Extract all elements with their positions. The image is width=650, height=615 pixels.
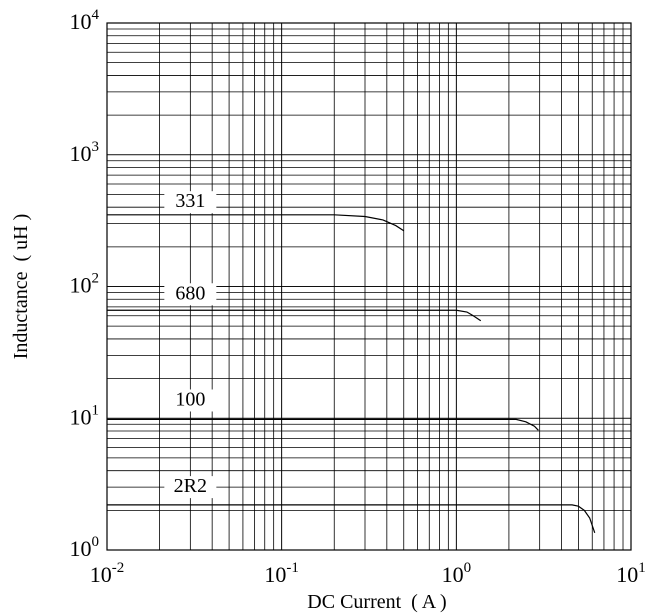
y-tick-label: 101	[70, 402, 100, 429]
series-line-331	[107, 214, 405, 232]
y-axis-label: Inductance ( uH )	[10, 214, 32, 360]
x-tick-label: 10-2	[90, 560, 125, 587]
x-tick-labels: 10-2 10-1 100 101	[90, 560, 646, 587]
series-line-2R2	[107, 504, 596, 534]
y-tick-labels: 100 101 102 103 104	[70, 7, 100, 561]
series-line-100	[107, 418, 539, 431]
x-tick-label: 10-1	[264, 560, 299, 587]
y-tick-label: 100	[70, 534, 100, 561]
series-label-background	[164, 389, 217, 412]
series-label-100: 100	[175, 388, 205, 410]
x-axis-label: DC Current ( A )	[307, 591, 446, 613]
x-tick-label: 101	[616, 560, 646, 587]
series-label-background	[164, 476, 217, 499]
y-tick-label: 103	[70, 139, 100, 166]
series-label-680: 680	[175, 282, 205, 304]
series-curves	[107, 214, 596, 534]
series-label-2R2: 2R2	[174, 475, 207, 497]
series-line-680	[107, 309, 482, 322]
plot-border	[106, 22, 632, 551]
series-label-331: 331	[175, 190, 205, 212]
plot-frame	[106, 22, 632, 551]
series-label-background	[164, 283, 217, 306]
series-labels: 331 680 100 2R2	[164, 190, 217, 499]
grid-lines	[106, 22, 632, 551]
y-tick-label: 104	[70, 7, 100, 34]
series-label-background	[164, 191, 217, 214]
x-tick-label: 100	[442, 560, 472, 587]
y-tick-label: 102	[70, 271, 100, 298]
